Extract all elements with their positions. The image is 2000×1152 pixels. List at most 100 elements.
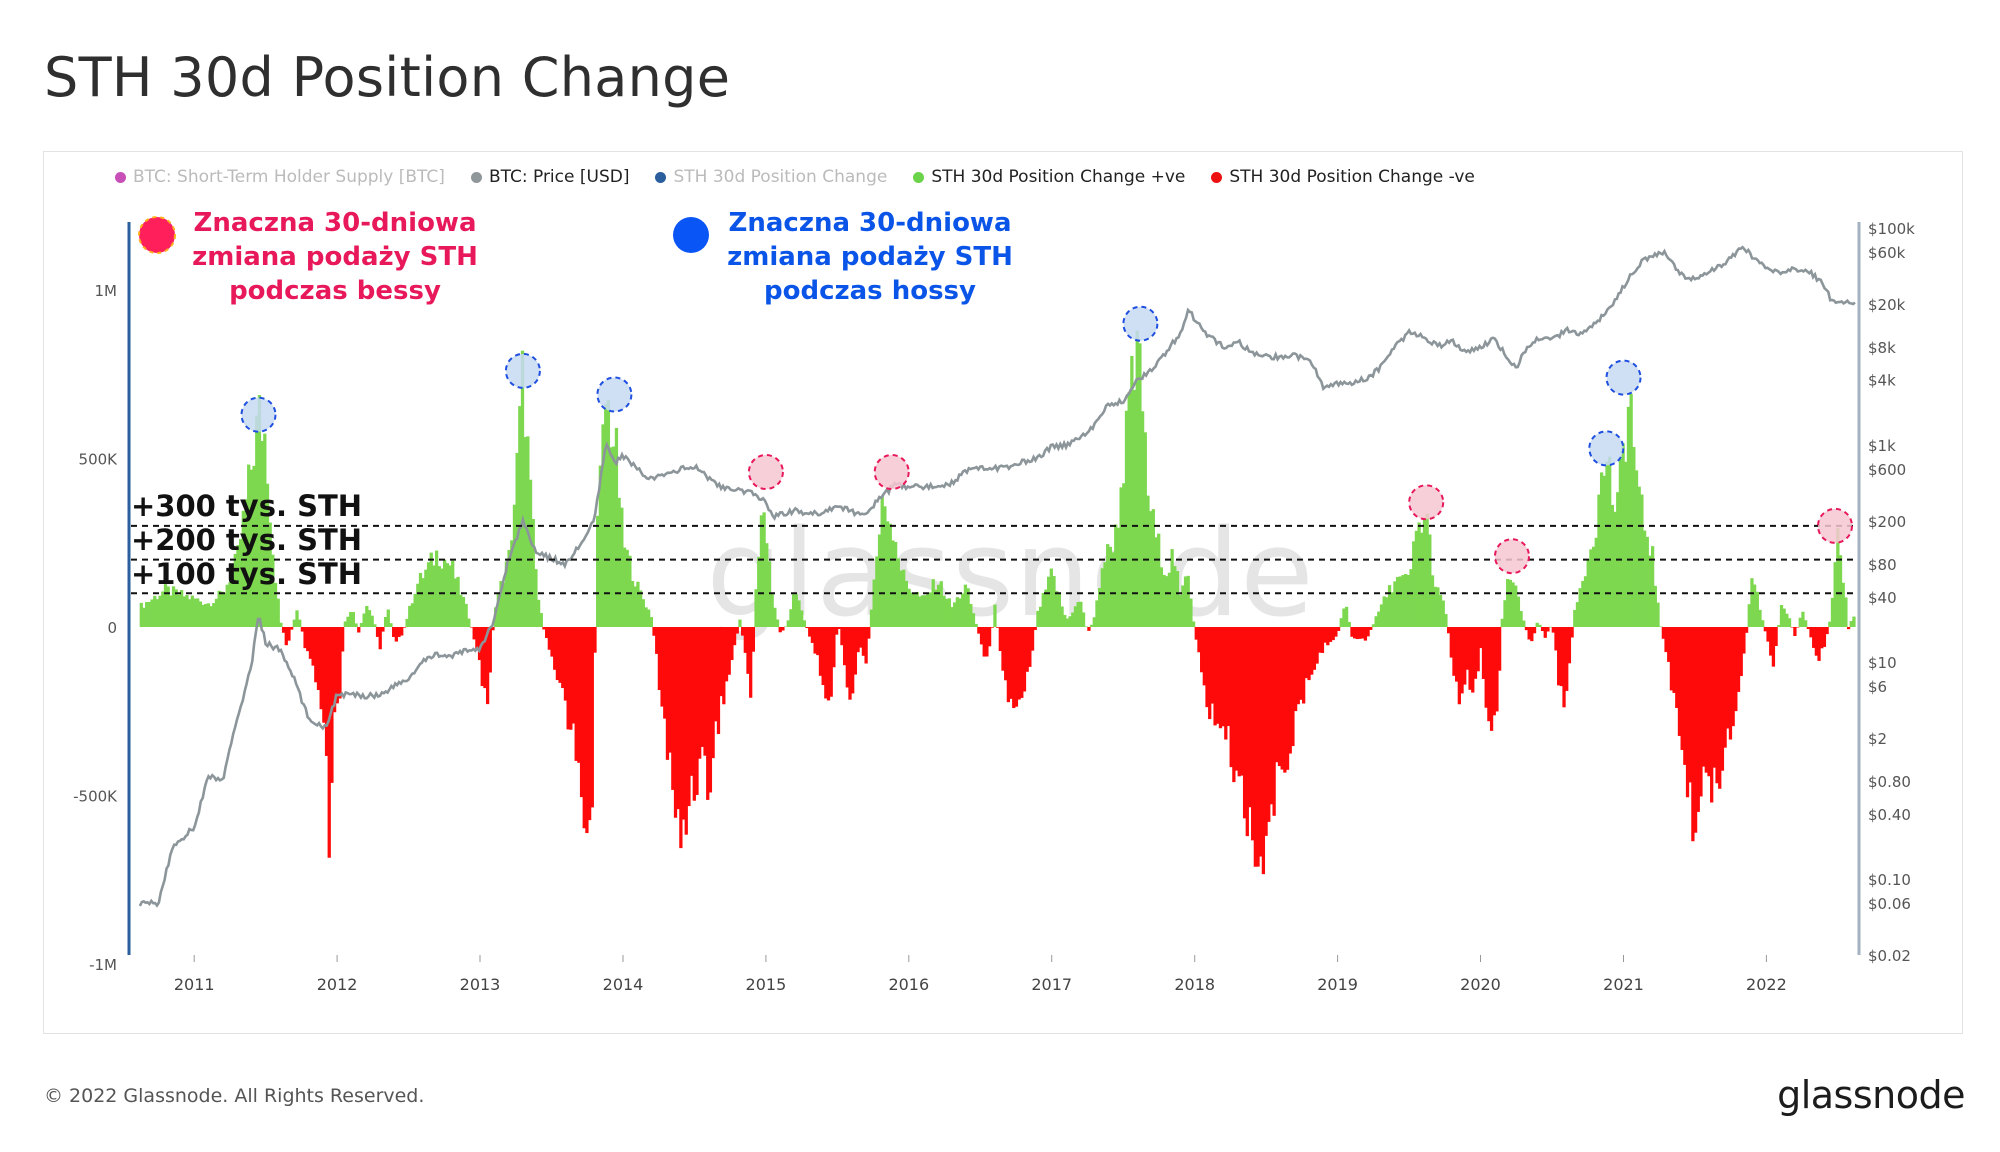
position-change-positive-bar [614, 427, 619, 627]
right-axis-tick-label: $200 [1868, 513, 1906, 531]
position-change-positive-bar [775, 619, 780, 627]
position-change-negative-bar [341, 627, 345, 652]
legend-item-negative[interactable]: STH 30d Position Change -ve [1211, 167, 1475, 187]
legend-item-sth-supply[interactable]: BTC: Short-Term Holder Supply [BTC] [115, 167, 445, 187]
position-change-negative-bar [706, 627, 710, 800]
position-change-positive-bar [147, 601, 152, 627]
position-change-negative-bar [977, 627, 981, 634]
position-change-positive-bar [1149, 511, 1153, 627]
legend-label: BTC: Short-Term Holder Supply [BTC] [133, 167, 445, 187]
position-change-positive-bar [217, 590, 221, 627]
position-change-positive-bar [765, 543, 769, 627]
position-change-negative-bar [867, 627, 871, 639]
right-axis-tick-label: $100k [1868, 220, 1915, 238]
position-change-positive-bar [464, 603, 468, 627]
position-change-positive-bar [1079, 601, 1083, 627]
position-change-negative-bar [1237, 627, 1241, 777]
position-change-negative-bar [1532, 627, 1537, 634]
position-change-positive-bar [367, 610, 372, 627]
position-change-positive-bar [1089, 624, 1094, 627]
position-change-negative-bar [1242, 627, 1247, 819]
position-change-positive-bar [453, 578, 458, 627]
position-change-positive-bar [1385, 597, 1389, 627]
position-change-negative-bar [864, 627, 868, 664]
position-change-positive-bar [1412, 541, 1416, 627]
legend-label: STH 30d Position Change -ve [1229, 167, 1475, 187]
position-change-positive-bar [1605, 461, 1609, 627]
position-change-positive-bar [939, 581, 943, 627]
position-change-positive-bar [1420, 532, 1424, 627]
legend-item-positive[interactable]: STH 30d Position Change +ve [913, 167, 1185, 187]
position-change-negative-bar [593, 627, 597, 653]
position-change-positive-bar [244, 499, 248, 627]
position-change-negative-bar [303, 627, 307, 649]
legend-label: BTC: Price [USD] [488, 167, 630, 187]
position-change-negative-bar [319, 627, 323, 710]
position-change-negative-bar [1296, 627, 1300, 705]
bull-marker-icon [673, 217, 709, 253]
position-change-positive-bar [1828, 621, 1832, 627]
position-change-negative-bar [1315, 627, 1319, 664]
position-change-negative-bar [311, 627, 315, 666]
position-change-positive-bar [1645, 536, 1649, 627]
position-change-negative-bar [400, 627, 404, 636]
position-change-positive-bar [1175, 571, 1180, 627]
position-change-negative-bar [724, 627, 729, 682]
position-change-positive-bar [520, 350, 525, 627]
glassnode-logo[interactable]: glassnode [1777, 1073, 1965, 1117]
position-change-positive-bar [1130, 355, 1134, 627]
position-change-negative-bar [1234, 627, 1239, 771]
bull-annotation-line-1: Znaczna 30-dniowa [729, 208, 1012, 238]
legend-item-btc-price[interactable]: BTC: Price [USD] [470, 167, 630, 187]
position-change-positive-bar [1422, 519, 1427, 627]
position-change-positive-bar [1599, 472, 1604, 627]
position-change-positive-bar [1602, 475, 1606, 627]
position-change-positive-bar [383, 616, 388, 627]
position-change-negative-bar [1771, 627, 1776, 667]
legend-item-position-change[interactable]: STH 30d Position Change [655, 167, 887, 187]
position-change-positive-bar [1417, 522, 1421, 627]
position-change-negative-bar [1272, 627, 1276, 816]
position-change-negative-bar [700, 627, 704, 747]
position-change-negative-bar [660, 627, 664, 707]
position-change-negative-bar [1449, 627, 1453, 658]
position-change-positive-bar [1116, 527, 1121, 627]
position-change-positive-bar [1444, 614, 1448, 627]
position-change-negative-bar [810, 627, 815, 643]
position-change-positive-bar [1428, 534, 1432, 627]
position-change-negative-bar [1261, 627, 1266, 875]
position-change-negative-bar [676, 627, 680, 810]
position-change-negative-bar [1672, 627, 1676, 693]
position-change-negative-bar [1710, 627, 1714, 803]
position-change-negative-bar [397, 627, 401, 637]
position-change-negative-bar [1355, 627, 1359, 640]
position-change-positive-bar [961, 593, 965, 627]
position-change-positive-bar [1506, 579, 1510, 627]
position-change-positive-bar [1441, 600, 1445, 627]
position-change-positive-bar [1127, 392, 1131, 627]
position-change-positive-bar [421, 578, 425, 627]
position-change-negative-bar [1744, 627, 1749, 633]
position-change-negative-bar [1465, 627, 1470, 670]
position-change-bars [139, 330, 1856, 875]
position-change-negative-bar [1001, 627, 1005, 671]
position-change-positive-bar [440, 568, 444, 627]
position-change-negative-bar [1224, 627, 1228, 740]
position-change-positive-bar [225, 584, 229, 627]
position-change-negative-bar [743, 627, 747, 653]
position-change-negative-bar [1361, 627, 1365, 639]
position-change-negative-bar [861, 627, 866, 656]
position-change-positive-bar [496, 593, 500, 627]
position-change-negative-bar [996, 627, 1000, 628]
position-change-positive-bar [298, 619, 302, 627]
position-change-negative-bar [818, 627, 823, 676]
position-change-positive-bar [1613, 511, 1617, 627]
position-change-negative-bar [829, 627, 833, 697]
position-change-positive-bar [198, 601, 203, 627]
position-change-positive-bar [649, 617, 653, 627]
position-change-negative-bar [1014, 627, 1019, 707]
bull-highlight-circle [1588, 430, 1625, 467]
right-axis: $100k $60k $20k $8k $4k $1k $600 $200 $80 $40 $10 $… [1868, 220, 1915, 965]
position-change-negative-bar [1473, 627, 1478, 679]
